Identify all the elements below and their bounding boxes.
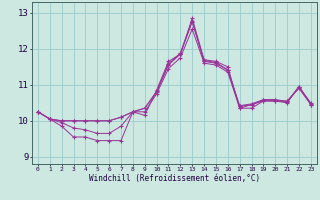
X-axis label: Windchill (Refroidissement éolien,°C): Windchill (Refroidissement éolien,°C) xyxy=(89,174,260,183)
